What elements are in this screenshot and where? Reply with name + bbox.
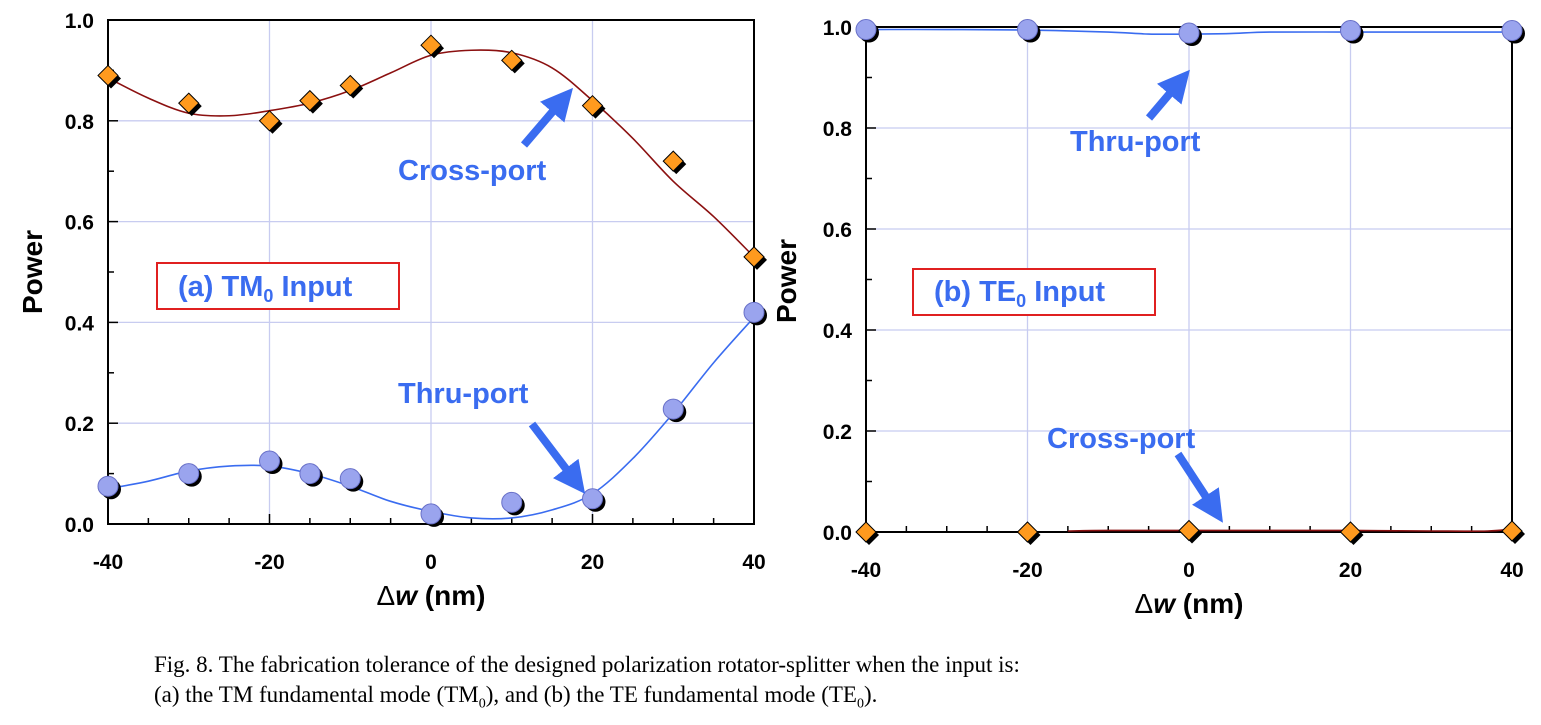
annotation-cross-port: Cross-port bbox=[1047, 423, 1196, 455]
annotation-arrow bbox=[528, 421, 586, 494]
caption-line-2-part-1: (a) the TM fundamental mode (TM bbox=[154, 682, 479, 707]
x-axis-label-variable: w bbox=[1153, 588, 1177, 619]
panel-label-suffix: Input bbox=[273, 271, 352, 303]
y-tick-label: 1.0 bbox=[823, 17, 852, 40]
caption-subscript-tm: 0 bbox=[478, 696, 486, 712]
data-point-cross-port bbox=[743, 246, 765, 268]
data-point-thru-port bbox=[743, 301, 765, 323]
x-axis-label-unit: (nm) bbox=[417, 580, 485, 611]
data-point-thru-port bbox=[420, 503, 442, 525]
data-point-cross-port bbox=[339, 74, 361, 97]
data-point-thru-port bbox=[178, 463, 200, 485]
x-tick-label: -20 bbox=[254, 551, 284, 574]
data-point-thru-port bbox=[339, 468, 361, 490]
y-tick-label: 0.4 bbox=[65, 312, 95, 335]
x-axis-label-delta: Δ bbox=[1135, 588, 1154, 619]
caption-line-1: Fig. 8. The fabrication tolerance of the… bbox=[154, 652, 1020, 677]
data-point-cross-port bbox=[581, 94, 604, 117]
x-axis-label-variable: w bbox=[395, 580, 419, 611]
caption-line-2-part-2: ), and (b) the TE fundamental mode (TE bbox=[485, 682, 857, 707]
panel-label-main: (b) TE bbox=[934, 276, 1016, 308]
data-point-cross-port bbox=[1178, 519, 1200, 542]
annotation-arrow bbox=[1174, 451, 1223, 523]
x-tick-label: 0 bbox=[1183, 559, 1195, 582]
data-point-cross-port bbox=[1501, 520, 1523, 542]
y-tick-label: 0.6 bbox=[823, 219, 852, 242]
data-point-cross-port bbox=[178, 92, 200, 114]
panel-label-subscript: 0 bbox=[1016, 291, 1026, 311]
panel-label: (a) TM0 Input bbox=[178, 271, 353, 306]
y-tick-label: 0.4 bbox=[823, 320, 853, 343]
y-axis-label: Power bbox=[17, 230, 48, 314]
data-point-cross-port bbox=[1016, 521, 1039, 543]
caption-subscript-te: 0 bbox=[856, 696, 864, 712]
panel-b-te0-input: -40 -20 0 20 40 0.0 0.2 0.4 0.6 0.8 1.0 Power Δw (nm… bbox=[771, 17, 1525, 619]
data-point-thru-port bbox=[1340, 20, 1361, 42]
data-point-thru-port bbox=[582, 488, 603, 510]
data-point-thru-port bbox=[1178, 22, 1200, 44]
y-tick-label: 0.0 bbox=[823, 522, 852, 545]
data-point-thru-port bbox=[501, 491, 523, 513]
data-point-cross-port bbox=[855, 521, 877, 543]
panel-label: (b) TE0 Input bbox=[934, 276, 1105, 311]
y-tick-label: 0.8 bbox=[65, 111, 95, 134]
annotation-thru-port: Thru-port bbox=[398, 378, 529, 410]
panel-label-suffix: Input bbox=[1026, 276, 1105, 308]
fit-curve-cross-port bbox=[1067, 528, 1513, 532]
data-point-thru-port bbox=[1017, 19, 1038, 41]
data-point-thru-port bbox=[299, 463, 321, 485]
y-tick-label: 0.2 bbox=[65, 413, 94, 436]
y-tick-label: 1.0 bbox=[65, 10, 94, 33]
data-point-cross-port bbox=[662, 150, 684, 172]
y-tick-label: 0.8 bbox=[823, 118, 853, 141]
x-tick-label: -40 bbox=[93, 551, 123, 574]
figure-caption: Fig. 8. The fabrication tolerance of the… bbox=[154, 650, 1534, 720]
caption-line-2: (a) the TM fundamental mode (TM0), and (… bbox=[154, 680, 1534, 720]
data-point-thru-port bbox=[1501, 20, 1523, 42]
y-tick-label: 0.2 bbox=[823, 421, 852, 444]
x-tick-label: 20 bbox=[581, 551, 604, 574]
x-tick-label: -40 bbox=[851, 559, 881, 582]
x-tick-label: 20 bbox=[1339, 559, 1362, 582]
data-point-cross-port bbox=[299, 89, 321, 112]
x-tick-label: 0 bbox=[425, 551, 437, 574]
panel-a-tm0-input: -40 -20 0 20 40 0.0 0.2 0.4 0.6 0.8 1.0 Power Δw (nm… bbox=[17, 10, 767, 611]
data-point-cross-port bbox=[1339, 521, 1362, 543]
x-axis-label: Δw (nm) bbox=[1135, 588, 1244, 619]
data-point-cross-port bbox=[501, 49, 523, 72]
x-axis-label: Δw (nm) bbox=[377, 580, 486, 611]
y-tick-label: 0.6 bbox=[65, 212, 94, 235]
data-point-thru-port bbox=[97, 475, 119, 497]
panel-label-box bbox=[912, 268, 1156, 316]
y-tick-label: 0.0 bbox=[65, 514, 94, 537]
data-point-cross-port bbox=[420, 34, 442, 56]
x-tick-label: 40 bbox=[1500, 559, 1523, 582]
annotation-arrow bbox=[1145, 69, 1190, 121]
data-point-cross-port bbox=[97, 64, 119, 87]
caption-line-2-part-3: ). bbox=[863, 682, 878, 707]
x-axis-label-delta: Δ bbox=[377, 580, 396, 611]
data-point-thru-port bbox=[662, 398, 684, 420]
x-tick-label: -20 bbox=[1012, 559, 1042, 582]
annotation-cross-port: Cross-port bbox=[398, 155, 547, 187]
x-axis-label-unit: (nm) bbox=[1175, 588, 1243, 619]
figure-canvas: -40 -20 0 20 40 0.0 0.2 0.4 0.6 0.8 1.0 Power Δw (nm… bbox=[17, 10, 1525, 619]
x-tick-label: 40 bbox=[742, 551, 765, 574]
data-point-cross-port bbox=[258, 110, 281, 132]
annotation-thru-port: Thru-port bbox=[1070, 126, 1201, 158]
data-point-thru-port bbox=[855, 19, 877, 41]
panel-label-box bbox=[156, 262, 400, 310]
data-point-thru-port bbox=[259, 450, 280, 472]
annotation-arrow bbox=[520, 87, 574, 148]
y-axis-label: Power bbox=[771, 239, 802, 323]
panel-label-main: (a) TM bbox=[178, 271, 263, 303]
panel-label-subscript: 0 bbox=[263, 286, 273, 306]
